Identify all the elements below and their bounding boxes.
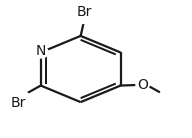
Circle shape [33, 47, 48, 58]
Text: Br: Br [11, 96, 26, 110]
Text: O: O [137, 78, 148, 92]
Circle shape [77, 12, 92, 23]
Text: Br: Br [77, 5, 92, 19]
Text: N: N [36, 44, 46, 58]
Circle shape [14, 91, 29, 102]
Circle shape [136, 80, 149, 90]
